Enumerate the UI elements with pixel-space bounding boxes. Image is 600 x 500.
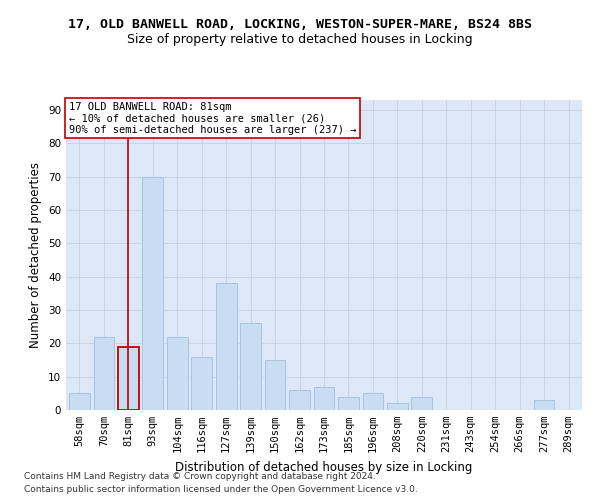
Bar bbox=[289, 390, 310, 410]
Bar bbox=[240, 324, 261, 410]
X-axis label: Distribution of detached houses by size in Locking: Distribution of detached houses by size … bbox=[175, 460, 473, 473]
Bar bbox=[362, 394, 383, 410]
Bar bbox=[265, 360, 286, 410]
Text: Size of property relative to detached houses in Locking: Size of property relative to detached ho… bbox=[127, 32, 473, 46]
Bar bbox=[118, 346, 139, 410]
Bar bbox=[94, 336, 114, 410]
Bar bbox=[191, 356, 212, 410]
Y-axis label: Number of detached properties: Number of detached properties bbox=[29, 162, 43, 348]
Text: Contains HM Land Registry data © Crown copyright and database right 2024.: Contains HM Land Registry data © Crown c… bbox=[24, 472, 376, 481]
Bar bbox=[534, 400, 554, 410]
Bar bbox=[314, 386, 334, 410]
Text: 17, OLD BANWELL ROAD, LOCKING, WESTON-SUPER-MARE, BS24 8BS: 17, OLD BANWELL ROAD, LOCKING, WESTON-SU… bbox=[68, 18, 532, 30]
Bar bbox=[338, 396, 359, 410]
Bar bbox=[69, 394, 90, 410]
Bar bbox=[216, 284, 236, 410]
Bar bbox=[387, 404, 408, 410]
Bar bbox=[412, 396, 432, 410]
Text: 17 OLD BANWELL ROAD: 81sqm
← 10% of detached houses are smaller (26)
90% of semi: 17 OLD BANWELL ROAD: 81sqm ← 10% of deta… bbox=[68, 102, 356, 134]
Bar bbox=[167, 336, 188, 410]
Bar bbox=[142, 176, 163, 410]
Text: Contains public sector information licensed under the Open Government Licence v3: Contains public sector information licen… bbox=[24, 485, 418, 494]
